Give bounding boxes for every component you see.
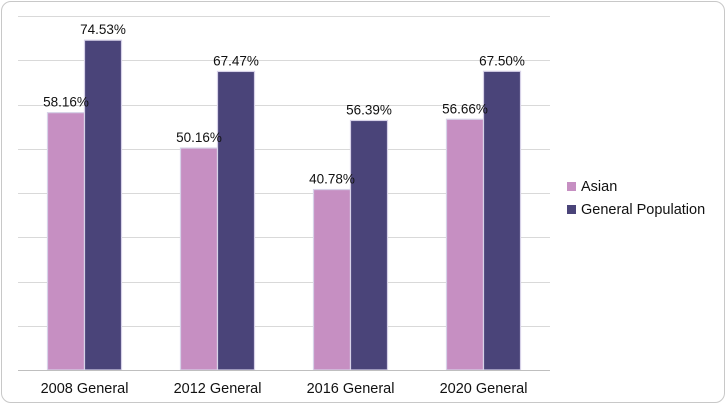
x-tick-label-3: 2016 General <box>307 381 395 397</box>
legend: Asian General Population <box>567 179 705 218</box>
bars <box>46 39 522 371</box>
legend-label-asian: Asian <box>581 179 617 195</box>
data-label-asian-1: 58.16% <box>43 95 89 110</box>
bar-general-population-3 <box>349 119 389 371</box>
x-tick-label-1: 2008 General <box>41 381 129 397</box>
bar-general-population-4 <box>482 70 522 371</box>
x-axis: 2008 General 2012 General 2016 General 2020… <box>18 370 550 397</box>
x-tick-label-2: 2012 General <box>174 381 262 397</box>
legend-swatch-general-population <box>567 205 576 214</box>
data-label-general-population-4: 67.50% <box>479 53 525 68</box>
bar-asian-2 <box>179 147 219 371</box>
data-label-general-population-2: 67.47% <box>213 53 259 68</box>
bar-asian-1 <box>46 112 86 371</box>
data-label-asian-2: 50.16% <box>176 130 222 145</box>
bar-asian-3 <box>312 188 352 371</box>
data-label-general-population-3: 56.39% <box>346 102 392 117</box>
bar-general-population-1 <box>83 39 123 371</box>
data-label-asian-4: 56.66% <box>442 101 488 116</box>
bar-general-population-2 <box>216 70 256 371</box>
legend-swatch-asian <box>567 182 576 191</box>
x-tick-label-4: 2020 General <box>440 381 528 397</box>
bar-asian-4 <box>445 118 485 371</box>
data-label-general-population-1: 74.53% <box>80 22 126 37</box>
data-labels: 58.16% 74.53% 50.16% 67.47% 40.78% 56.39% 56.6… <box>43 22 525 186</box>
data-label-asian-3: 40.78% <box>309 172 355 187</box>
legend-label-general-population: General Population <box>581 202 705 218</box>
